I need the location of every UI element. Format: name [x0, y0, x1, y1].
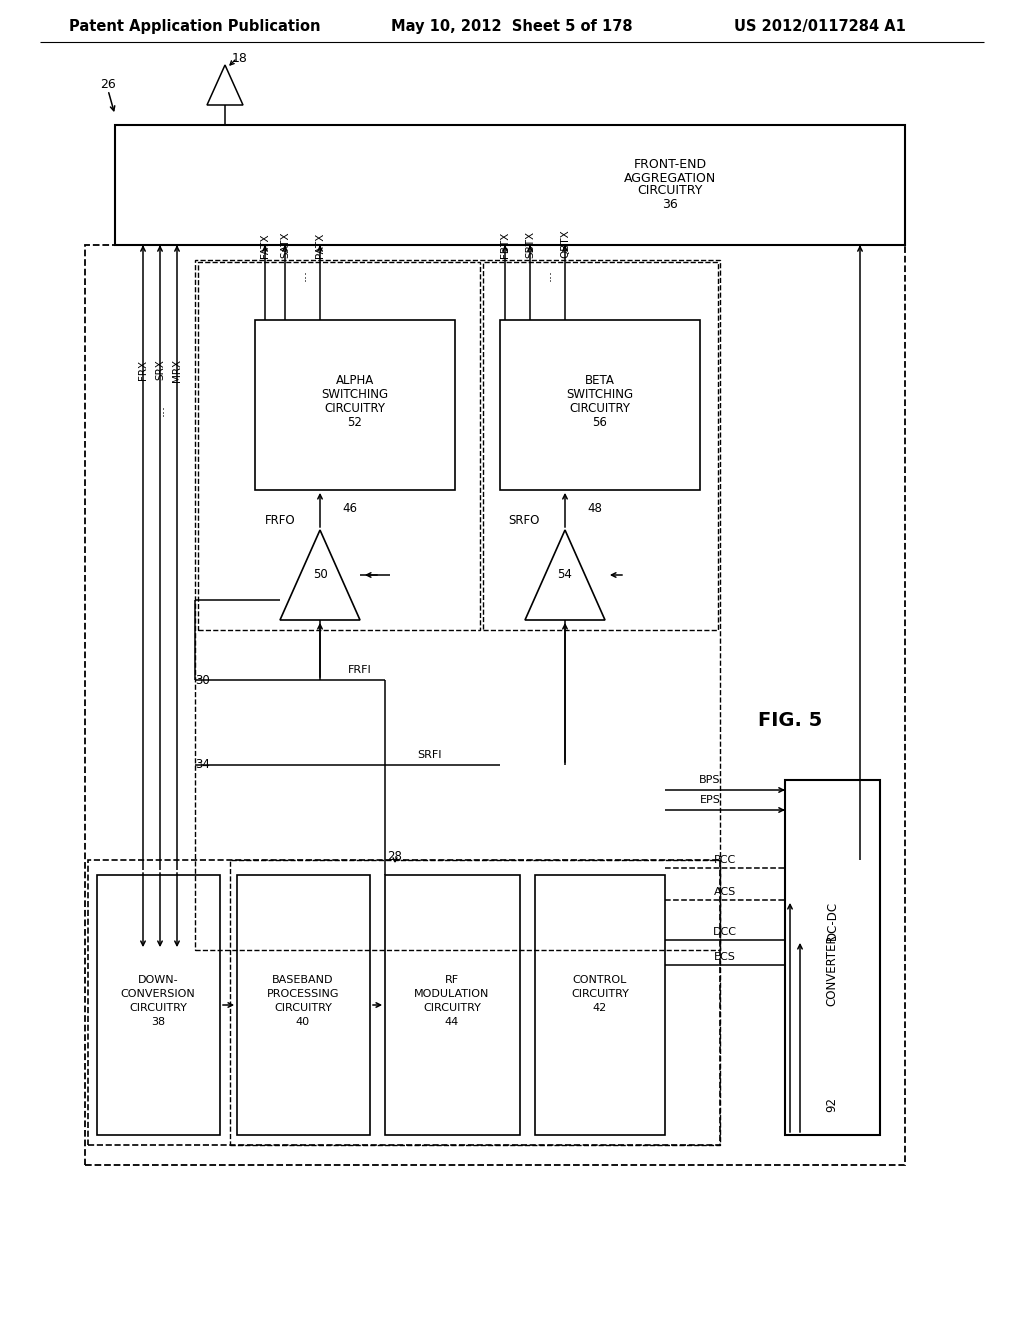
Text: CIRCUITRY: CIRCUITRY: [569, 401, 631, 414]
Text: FRFI: FRFI: [348, 665, 372, 675]
Bar: [230, 861, 720, 1144]
Bar: [237, 875, 370, 1135]
Text: May 10, 2012  Sheet 5 of 178: May 10, 2012 Sheet 5 of 178: [391, 20, 633, 34]
Text: SBTX: SBTX: [525, 231, 535, 257]
Bar: [195, 260, 720, 950]
Text: 50: 50: [312, 569, 328, 582]
Bar: [483, 261, 718, 630]
Text: BPS: BPS: [699, 775, 721, 785]
Text: SWITCHING: SWITCHING: [566, 388, 634, 400]
Text: 46: 46: [342, 502, 357, 515]
Text: 44: 44: [444, 1016, 459, 1027]
Bar: [500, 319, 700, 490]
Text: 36: 36: [663, 198, 678, 210]
Text: CIRCUITRY: CIRCUITRY: [325, 401, 385, 414]
Text: SATX: SATX: [280, 231, 290, 257]
Text: CIRCUITRY: CIRCUITRY: [637, 185, 702, 198]
Text: BASEBAND: BASEBAND: [272, 975, 334, 985]
Text: 34: 34: [196, 759, 210, 771]
Text: FRFO: FRFO: [264, 513, 295, 527]
Text: Patent Application Publication: Patent Application Publication: [70, 20, 321, 34]
Text: CIRCUITRY: CIRCUITRY: [423, 1003, 481, 1012]
Text: MODULATION: MODULATION: [415, 989, 489, 999]
Bar: [198, 261, 480, 630]
Text: 42: 42: [593, 1003, 607, 1012]
Bar: [88, 861, 720, 1144]
Text: SWITCHING: SWITCHING: [322, 388, 388, 400]
Text: ALPHA: ALPHA: [336, 374, 374, 387]
Text: ECS: ECS: [714, 952, 736, 962]
Text: ...: ...: [296, 269, 308, 281]
Text: DC-DC: DC-DC: [825, 900, 839, 940]
Text: DOWN-: DOWN-: [137, 975, 178, 985]
Text: MRX: MRX: [172, 359, 182, 381]
Text: RF: RF: [445, 975, 459, 985]
Text: 38: 38: [151, 1016, 165, 1027]
Text: BETA: BETA: [585, 374, 615, 387]
Text: SRX: SRX: [155, 359, 165, 380]
Text: PATX: PATX: [315, 232, 325, 257]
Text: ...: ...: [154, 404, 167, 416]
Text: 30: 30: [196, 673, 210, 686]
Text: 18: 18: [232, 51, 248, 65]
Text: CIRCUITRY: CIRCUITRY: [571, 989, 629, 999]
Text: SRFO: SRFO: [509, 513, 540, 527]
Bar: [97, 875, 220, 1135]
Bar: [785, 780, 880, 1135]
Text: CONVERSION: CONVERSION: [121, 989, 196, 999]
Text: ACS: ACS: [714, 887, 736, 898]
Text: 52: 52: [347, 416, 362, 429]
Text: 48: 48: [587, 502, 602, 515]
Text: FIG. 5: FIG. 5: [758, 710, 822, 730]
Text: DCC: DCC: [713, 927, 737, 937]
Text: FRONT-END: FRONT-END: [634, 158, 707, 172]
Text: PROCESSING: PROCESSING: [266, 989, 339, 999]
Text: 54: 54: [557, 569, 572, 582]
Text: US 2012/0117284 A1: US 2012/0117284 A1: [734, 20, 906, 34]
Text: AGGREGATION: AGGREGATION: [624, 172, 716, 185]
Text: 28: 28: [387, 850, 402, 863]
Text: 56: 56: [593, 416, 607, 429]
Bar: [115, 125, 905, 246]
Text: 26: 26: [100, 78, 116, 91]
Text: 40: 40: [296, 1016, 310, 1027]
Text: CONTROL: CONTROL: [572, 975, 627, 985]
Text: CIRCUITRY: CIRCUITRY: [129, 1003, 187, 1012]
Text: QBTX: QBTX: [560, 230, 570, 257]
Bar: [385, 875, 520, 1135]
Text: FBTX: FBTX: [500, 231, 510, 257]
Text: FATX: FATX: [260, 234, 270, 257]
Bar: [255, 319, 455, 490]
Text: SRFI: SRFI: [418, 750, 442, 760]
Text: ...: ...: [541, 269, 554, 281]
Bar: [85, 246, 905, 1166]
Text: PCC: PCC: [714, 855, 736, 865]
Bar: [535, 875, 665, 1135]
Text: CONVERTER: CONVERTER: [825, 935, 839, 1006]
Text: FRX: FRX: [138, 360, 148, 380]
Text: CIRCUITRY: CIRCUITRY: [274, 1003, 332, 1012]
Text: EPS: EPS: [699, 795, 721, 805]
Text: 92: 92: [825, 1097, 839, 1113]
